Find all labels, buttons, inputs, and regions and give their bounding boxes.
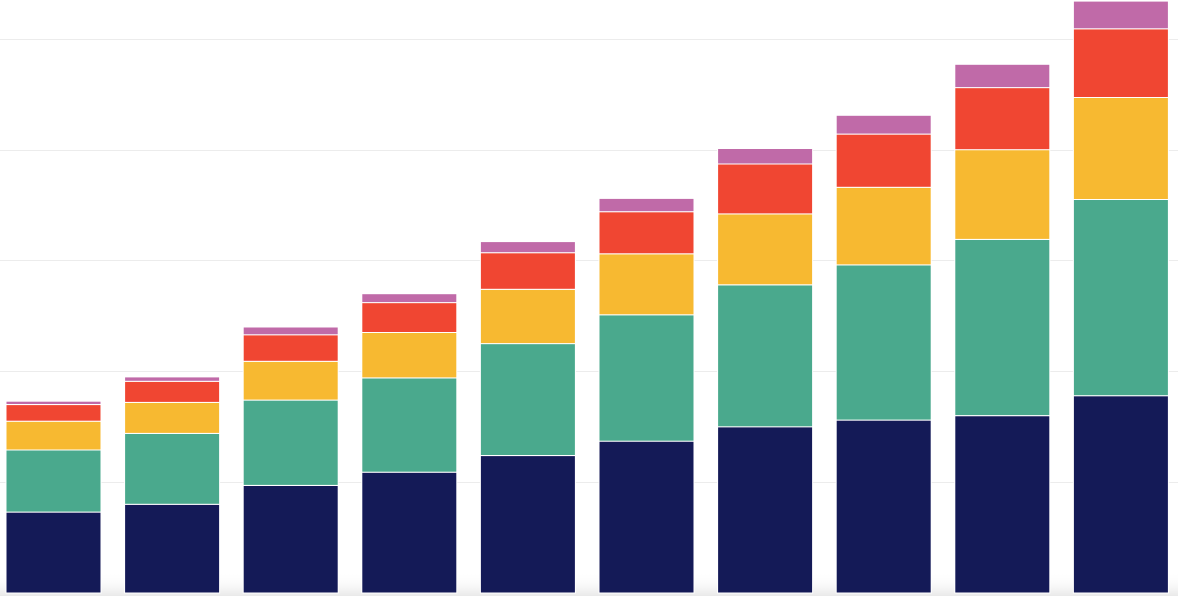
bar-segment-9-series-3	[954, 149, 1051, 240]
bar-segment-5-series-1	[479, 455, 576, 594]
bar-segment-3-series-3	[242, 360, 339, 401]
bar-stack-3	[242, 326, 339, 594]
bar-segment-8-series-4	[835, 133, 932, 188]
bar-stack-6	[598, 197, 695, 594]
bar-segment-8-series-5	[835, 114, 932, 135]
bar-segment-3-series-1	[242, 485, 339, 594]
bar-segment-6-series-3	[598, 253, 695, 316]
bar-segment-5-series-3	[479, 288, 576, 345]
bars	[5, 0, 1169, 594]
bar-segment-3-series-5	[242, 326, 339, 336]
bar-segment-2-series-3	[124, 401, 221, 434]
bar-segment-8-series-2	[835, 264, 932, 421]
bar-stack-8	[835, 114, 932, 594]
bar-stack-10	[1072, 0, 1169, 594]
bar-segment-3-series-2	[242, 399, 339, 486]
bar-segment-4-series-5	[361, 293, 458, 304]
bar-stack-1	[5, 400, 102, 594]
bar-segment-6-series-5	[598, 197, 695, 213]
bar-segment-4-series-1	[361, 471, 458, 594]
bar-segment-10-series-4	[1072, 28, 1169, 98]
bar-segment-1-series-5	[5, 400, 102, 406]
bar-segment-2-series-4	[124, 380, 221, 403]
bar-segment-10-series-5	[1072, 0, 1169, 30]
bar-stack-2	[124, 376, 221, 594]
bar-segment-7-series-3	[717, 213, 814, 286]
bar-segment-5-series-2	[479, 343, 576, 457]
bar-segment-1-series-2	[5, 449, 102, 513]
bar-segment-4-series-4	[361, 302, 458, 334]
bar-segment-2-series-5	[124, 376, 221, 382]
bar-segment-6-series-2	[598, 314, 695, 442]
bar-segment-8-series-1	[835, 419, 932, 594]
bar-stack-7	[717, 148, 814, 594]
bar-segment-10-series-1	[1072, 395, 1169, 594]
bar-segment-1-series-4	[5, 404, 102, 422]
bar-segment-7-series-5	[717, 148, 814, 165]
bar-segment-4-series-3	[361, 332, 458, 379]
bar-segment-2-series-1	[124, 503, 221, 594]
bar-stack-9	[954, 63, 1051, 594]
bar-segment-1-series-3	[5, 420, 102, 451]
bar-segment-7-series-2	[717, 284, 814, 428]
bar-stack-5	[479, 241, 576, 594]
bar-segment-9-series-2	[954, 238, 1051, 417]
bar-segment-7-series-1	[717, 426, 814, 594]
bar-segment-7-series-4	[717, 163, 814, 215]
bar-segment-10-series-3	[1072, 97, 1169, 200]
bar-segment-5-series-4	[479, 252, 576, 290]
bar-segment-3-series-4	[242, 334, 339, 362]
bar-segment-9-series-5	[954, 63, 1051, 89]
bar-segment-1-series-1	[5, 511, 102, 594]
bar-segment-8-series-3	[835, 186, 932, 266]
bar-stack-4	[361, 293, 458, 594]
bar-segment-4-series-2	[361, 377, 458, 473]
bar-segment-2-series-2	[124, 432, 221, 505]
bar-segment-10-series-2	[1072, 199, 1169, 397]
bar-segment-9-series-1	[954, 415, 1051, 594]
bar-segment-5-series-5	[479, 241, 576, 254]
bar-segment-6-series-4	[598, 211, 695, 255]
bar-segment-9-series-4	[954, 87, 1051, 151]
bar-segment-6-series-1	[598, 440, 695, 594]
